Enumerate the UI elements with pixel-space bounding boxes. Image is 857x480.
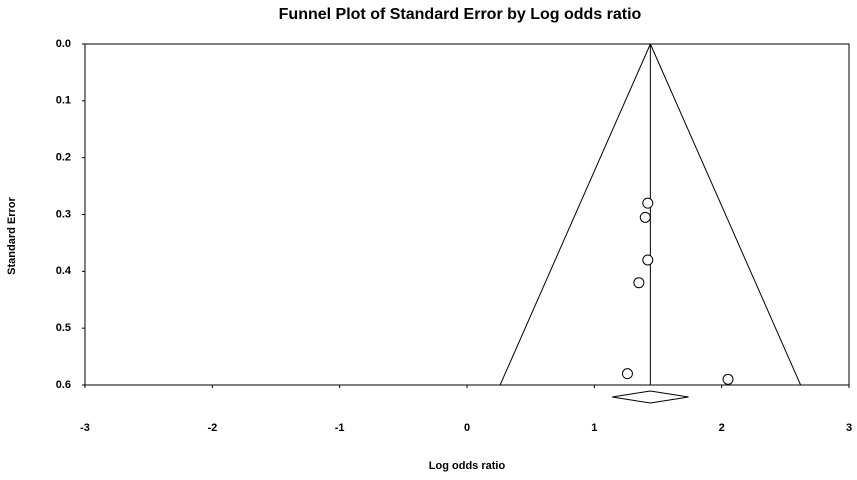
- x-tick-label: 3: [846, 422, 852, 434]
- x-tick-label: 2: [719, 422, 725, 434]
- summary-diamond: [612, 390, 689, 404]
- funnel-left: [499, 43, 651, 386]
- x-tick-label: 1: [591, 422, 597, 434]
- x-tick-label: -3: [80, 422, 90, 434]
- y-tick-label: 0.5: [56, 322, 71, 334]
- study-point: [722, 373, 734, 385]
- study-point: [621, 368, 633, 380]
- y-tick-label: 0.3: [56, 208, 71, 220]
- y-tick-label: 0.0: [56, 38, 71, 50]
- funnel-right: [649, 43, 802, 386]
- y-tick-label: 0.1: [56, 95, 71, 107]
- chart-title: Funnel Plot of Standard Error by Log odd…: [279, 6, 642, 23]
- y-tick-label: 0.6: [56, 379, 71, 391]
- x-tick-label: -2: [207, 422, 217, 434]
- x-axis-label: Log odds ratio: [429, 460, 506, 472]
- study-point: [639, 211, 651, 223]
- x-tick-label: -1: [335, 422, 345, 434]
- study-point: [633, 277, 645, 289]
- y-axis-label: Standard Error: [6, 196, 18, 274]
- y-tick-label: 0.4: [56, 265, 72, 277]
- y-tick-label: 0.2: [56, 152, 71, 164]
- study-point: [642, 197, 654, 209]
- x-tick-label: 0: [464, 422, 470, 434]
- study-point: [642, 254, 654, 266]
